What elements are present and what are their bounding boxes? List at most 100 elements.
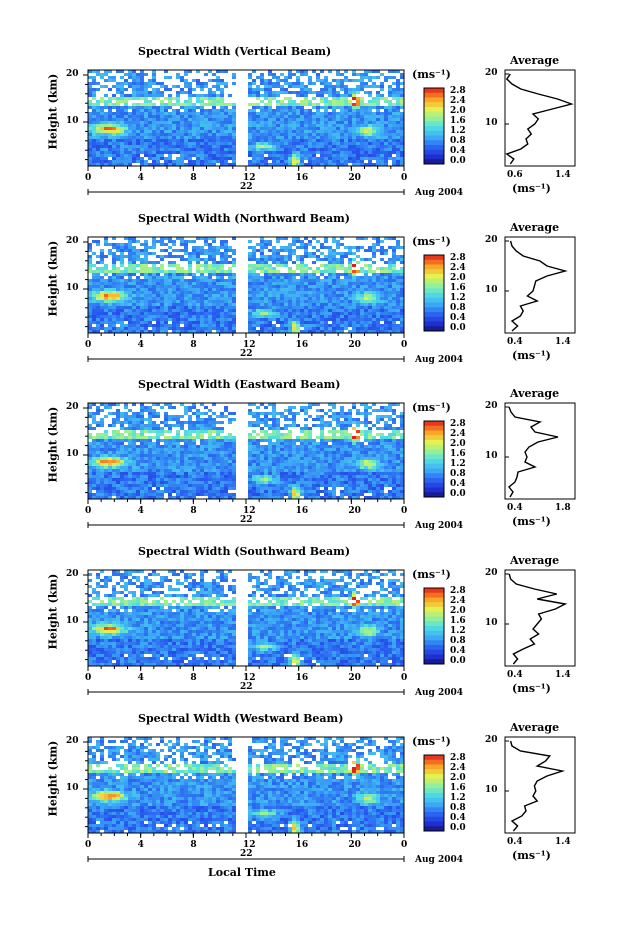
heatmap-cell: [316, 73, 320, 76]
heatmap-cell: [376, 127, 380, 130]
heatmap-cell: [252, 249, 256, 252]
heatmap-cell: [368, 151, 372, 154]
heatmap-cell: [124, 79, 128, 82]
heatmap-cell: [132, 136, 136, 139]
heatmap-cell: [340, 139, 344, 142]
heatmap-cell: [296, 103, 300, 106]
heatmap-cell: [384, 133, 388, 136]
heatmap-cell: [212, 94, 216, 97]
heatmap-cell: [104, 154, 108, 157]
heatmap-cell: [336, 285, 340, 288]
heatmap-cell: [296, 315, 300, 318]
heatmap-cell: [88, 148, 92, 151]
heatmap-cell: [308, 136, 312, 139]
heatmap-cell: [264, 406, 268, 409]
heatmap-cell: [368, 121, 372, 124]
heatmap-cell: [184, 91, 188, 94]
heatmap-cell: [148, 442, 152, 445]
heatmap-cell: [376, 442, 380, 445]
heatmap-cell: [264, 276, 268, 279]
heatmap-cell: [316, 151, 320, 154]
heatmap-cell: [380, 324, 384, 327]
heatmap-cell: [292, 240, 296, 243]
heatmap-cell: [116, 139, 120, 142]
heatmap-cell: [260, 148, 264, 151]
heatmap-cell: [212, 324, 216, 327]
heatmap-cell: [356, 312, 360, 315]
heatmap-cell: [308, 79, 312, 82]
heatmap-cell: [152, 264, 156, 267]
heatmap-cell: [92, 288, 96, 291]
heatmap-cell: [288, 82, 292, 85]
heatmap-cell: [380, 148, 384, 151]
colorbar-swatch: [424, 307, 444, 313]
heatmap-cell: [216, 330, 220, 333]
heatmap-cell: [320, 136, 324, 139]
heatmap-cell: [116, 306, 120, 309]
heatmap-cell: [304, 73, 308, 76]
heatmap-cell: [336, 106, 340, 109]
heatmap-cell: [88, 82, 92, 85]
heatmap-cell: [368, 163, 372, 166]
heatmap-cell: [136, 436, 140, 439]
heatmap-cell: [328, 288, 332, 291]
heatmap-cell: [220, 88, 224, 91]
heatmap-cell: [328, 112, 332, 115]
heatmap-cell: [212, 270, 216, 273]
heatmap-cell: [196, 85, 200, 88]
heatmap-cell: [200, 252, 204, 255]
heatmap-cell: [368, 76, 372, 79]
heatmap-cell: [120, 285, 124, 288]
heatmap-cell: [380, 163, 384, 166]
heatmap-cell: [252, 109, 256, 112]
heatmap-cell: [220, 264, 224, 267]
heatmap-cell: [100, 100, 104, 103]
heatmap-cell: [124, 94, 128, 97]
heatmap-cell: [376, 133, 380, 136]
heatmap-cell: [184, 240, 188, 243]
heatmap-cell: [296, 70, 300, 73]
heatmap-cell: [232, 249, 236, 252]
heatmap-cell: [204, 82, 208, 85]
heatmap-cell: [372, 121, 376, 124]
heatmap-cell: [380, 133, 384, 136]
heatmap-cell: [288, 267, 292, 270]
heatmap-cell: [372, 442, 376, 445]
heatmap-cell: [124, 148, 128, 151]
heatmap-cell: [184, 436, 188, 439]
heatmap-cell: [280, 130, 284, 133]
heatmap-cell: [292, 315, 296, 318]
heatmap-cell: [292, 106, 296, 109]
heatmap-cell: [272, 255, 276, 258]
heatmap-cell: [372, 409, 376, 412]
heatmap-cell: [372, 330, 376, 333]
heatmap-cell: [100, 136, 104, 139]
heatmap-cell: [172, 285, 176, 288]
heatmap-cell: [176, 433, 180, 436]
heatmap-cell: [260, 249, 264, 252]
heatmap-cell: [372, 82, 376, 85]
heatmap-cell: [396, 255, 400, 258]
heatmap-cell: [248, 258, 252, 261]
heatmap-cell: [256, 157, 260, 160]
colorbar-frame: [423, 87, 445, 165]
heatmap-cell: [124, 121, 128, 124]
heatmap-cell: [204, 237, 208, 240]
heatmap-cell: [188, 103, 192, 106]
heatmap-cell: [296, 139, 300, 142]
heatmap-cell: [140, 70, 144, 73]
heatmap-cell: [160, 243, 164, 246]
heatmap-cell: [192, 288, 196, 291]
heatmap-cell: [156, 88, 160, 91]
heatmap-cell: [140, 321, 144, 324]
heatmap-cell: [400, 142, 404, 145]
heatmap-cell: [88, 163, 92, 166]
heatmap-cell: [256, 300, 260, 303]
heatmap-cell: [132, 427, 136, 430]
heatmap-cell: [336, 330, 340, 333]
heatmap-cell: [92, 306, 96, 309]
heatmap-cell: [152, 318, 156, 321]
heatmap-cell: [160, 106, 164, 109]
heatmap-cell: [224, 124, 228, 127]
heatmap-cell: [156, 412, 160, 415]
